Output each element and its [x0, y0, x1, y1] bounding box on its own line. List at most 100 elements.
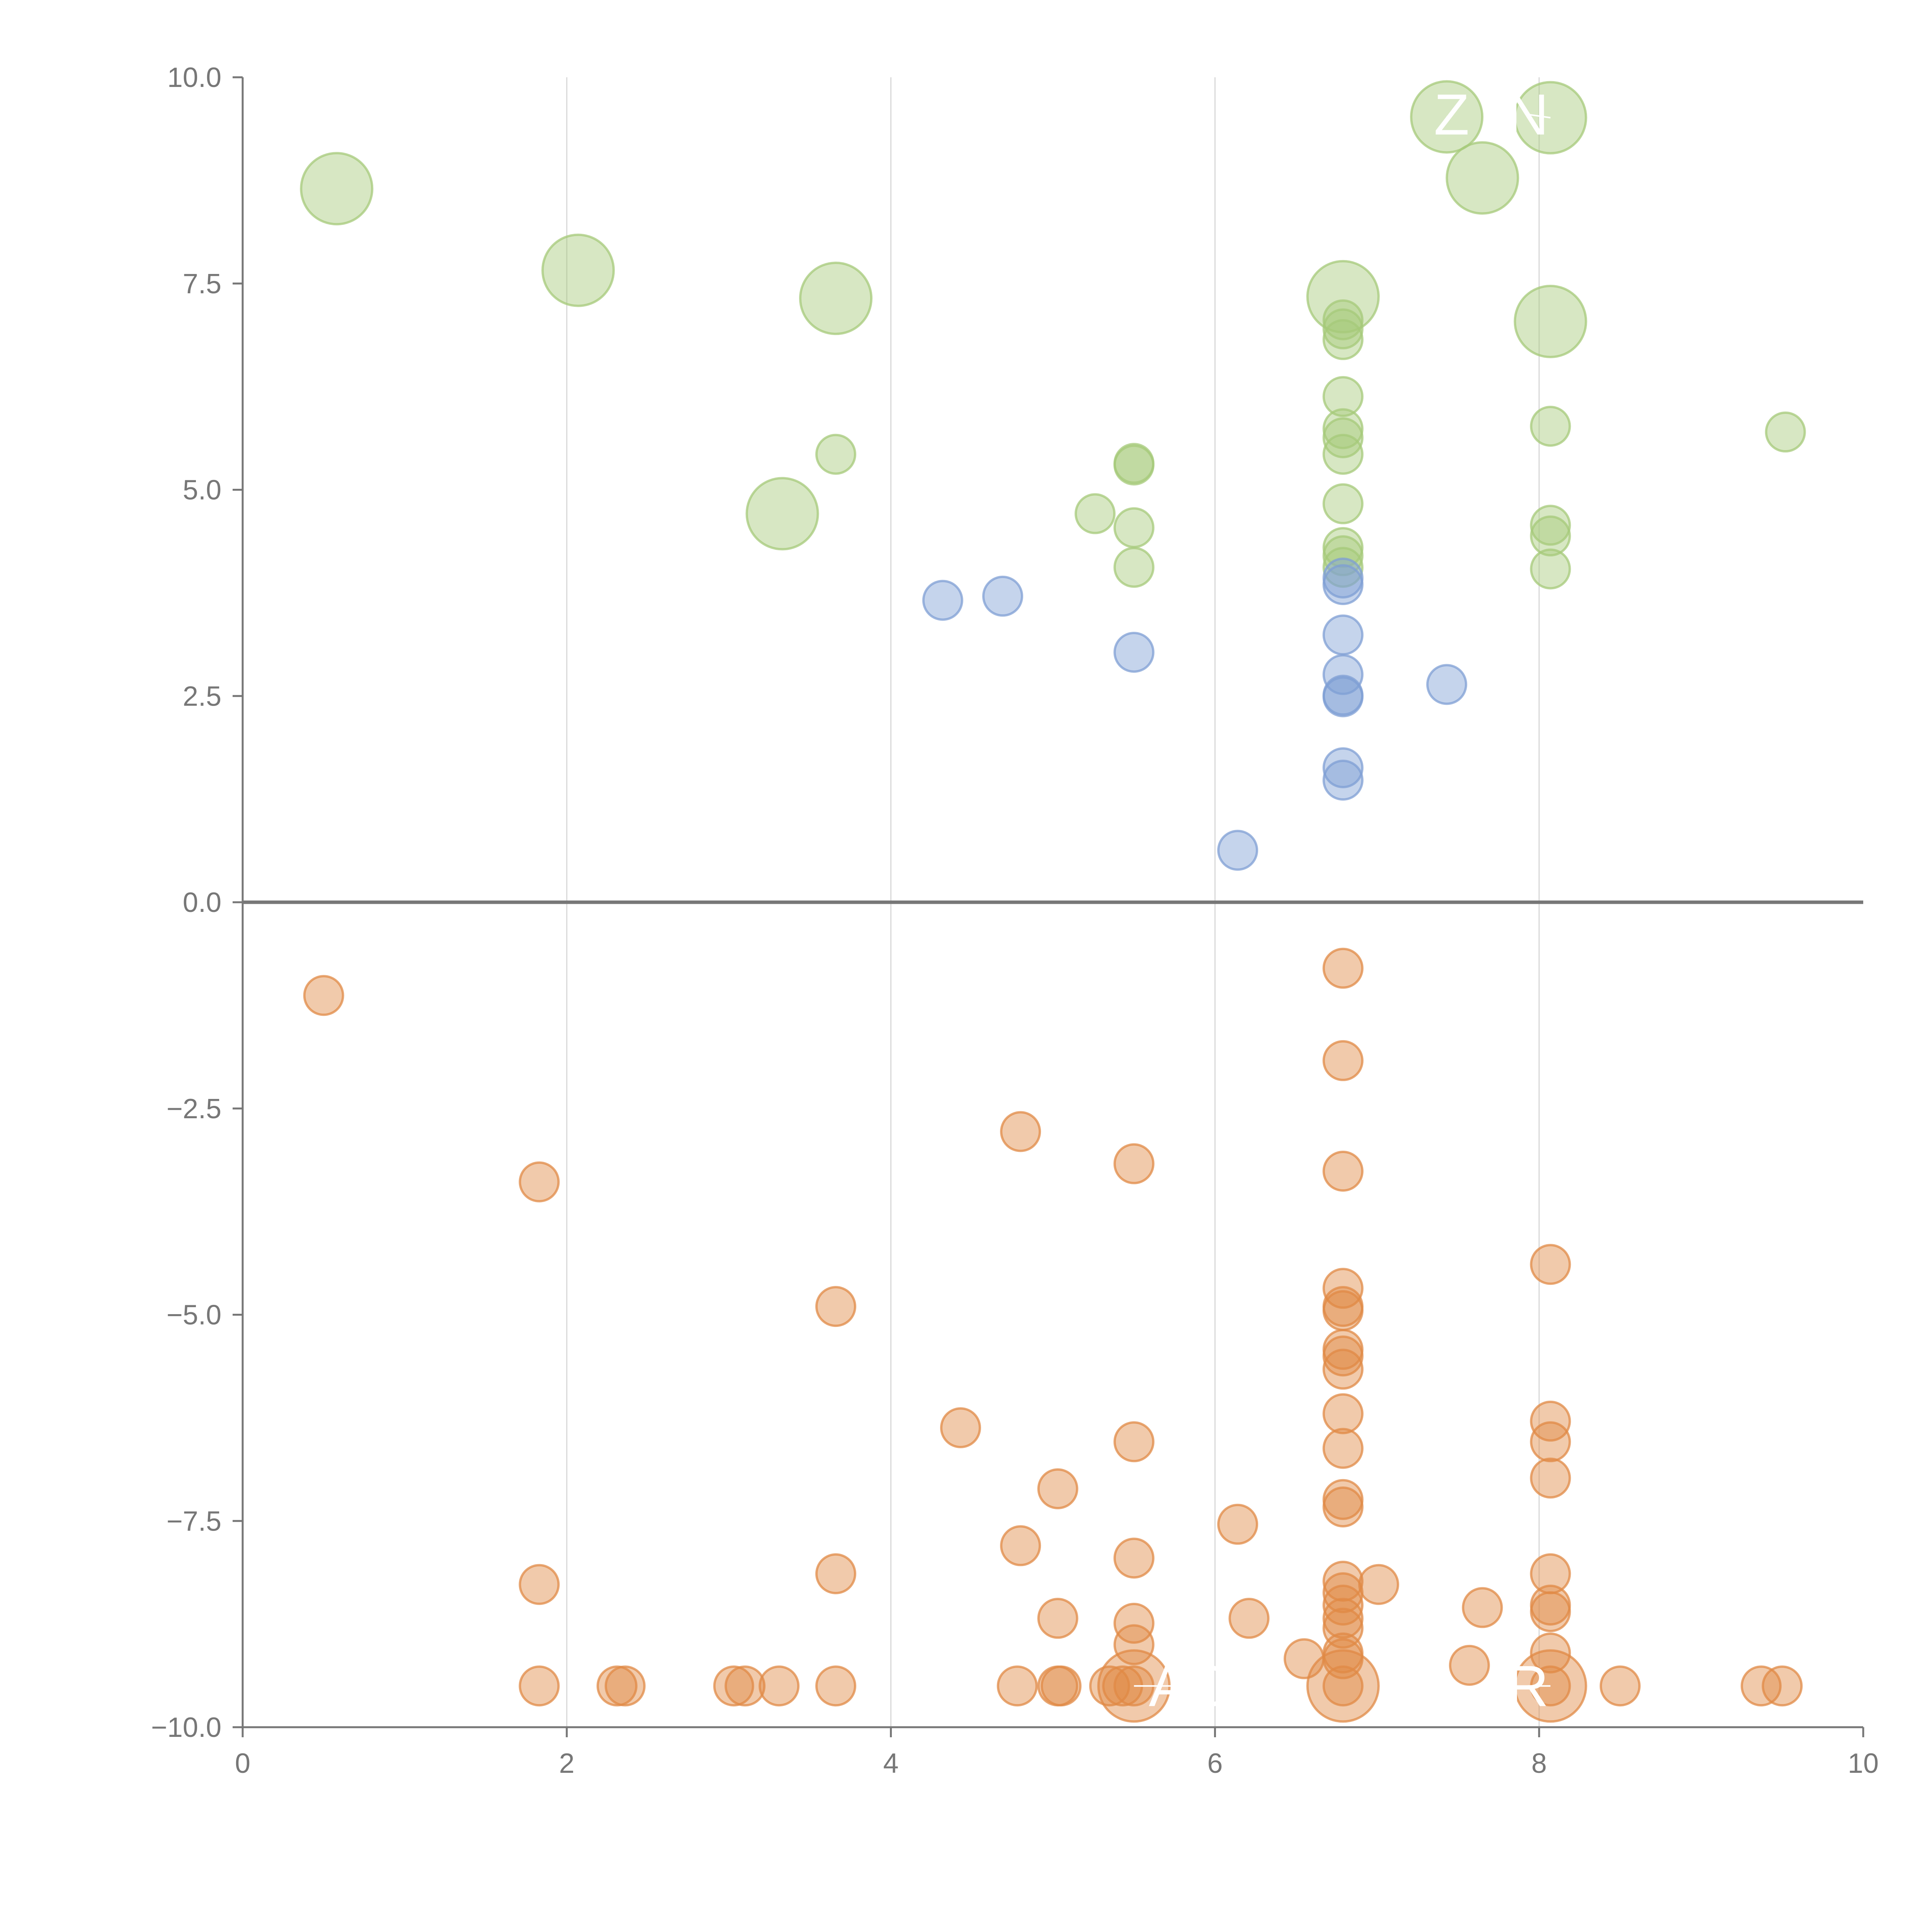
orange-point: [1322, 1393, 1364, 1434]
x-tick-label: 10: [1848, 1748, 1879, 1779]
orange-point: [1322, 1268, 1364, 1309]
orange-point: [1040, 1665, 1082, 1707]
orange-point: [1322, 1585, 1364, 1626]
blue-point: [1322, 614, 1364, 656]
orange-point: [1217, 1503, 1259, 1545]
y-tick-label: −2.5: [167, 1094, 221, 1124]
orange-point: [1322, 1290, 1364, 1331]
orange-point: [1530, 1458, 1571, 1499]
green-point: [1322, 483, 1364, 524]
green-point: [1322, 319, 1364, 360]
point-label: Z: [1434, 82, 1469, 147]
y-tick-label: −10.0: [151, 1712, 221, 1743]
orange-point: [815, 1665, 857, 1707]
blue-point: [1322, 564, 1364, 605]
data-points: [300, 80, 1806, 1723]
green-point: [1322, 547, 1364, 588]
orange-point: [519, 1161, 560, 1202]
annotation-leader: [1446, 114, 1452, 118]
orange-point: [303, 975, 344, 1016]
y-tick-label: 5.0: [183, 475, 221, 506]
x-tick-label: 4: [883, 1748, 899, 1779]
y-tick-label: 0.0: [183, 887, 221, 918]
orange-point: [1037, 1598, 1078, 1639]
x-tick-label: 8: [1531, 1748, 1547, 1779]
orange-point: [1322, 1598, 1364, 1639]
orange-point: [940, 1407, 981, 1448]
blue-point: [1322, 676, 1364, 718]
green-point: [1530, 548, 1571, 590]
green-point: [1530, 406, 1571, 447]
green-point: [1113, 443, 1155, 484]
orange-point: [815, 1286, 857, 1327]
orange-point: [1322, 947, 1364, 989]
green-point: [1514, 284, 1587, 358]
orange-point: [1228, 1598, 1270, 1639]
orange-point: [1322, 1428, 1364, 1469]
orange-point: [1462, 1587, 1503, 1628]
green-point: [1113, 507, 1155, 548]
orange-point: [1599, 1665, 1641, 1707]
orange-point: [1740, 1665, 1782, 1707]
orange-point: [1322, 1486, 1364, 1527]
orange-point: [1113, 1602, 1155, 1644]
orange-point: [1113, 1421, 1155, 1463]
green-point: [745, 477, 819, 551]
orange-point: [724, 1665, 766, 1707]
green-point: [541, 233, 615, 307]
orange-point: [1762, 1665, 1803, 1707]
green-point: [1322, 376, 1364, 417]
axes: 10.0 7.5 5.0 2.5 0.0 −2.5 −5.0 −7.5 −10.0 0 2 4 6 8 10: [151, 62, 1879, 1779]
y-tick-label: −5.0: [167, 1300, 221, 1331]
y-tick-label: 7.5: [183, 269, 221, 299]
blue-point: [922, 580, 963, 621]
orange-point: [1000, 1525, 1041, 1566]
orange-point: [1322, 1607, 1364, 1649]
point-label: AO: [1149, 1653, 1233, 1718]
orange-point: [1322, 1040, 1364, 1081]
green-point: [1446, 141, 1519, 215]
orange-point: [815, 1553, 857, 1594]
green-point: [1322, 434, 1364, 475]
orange-point: [1530, 1244, 1571, 1285]
y-tick-label: 2.5: [183, 681, 221, 712]
blue-point: [1322, 747, 1364, 788]
orange-point: [1322, 1349, 1364, 1390]
orange-point: [1322, 1151, 1364, 1192]
orange-point: [1113, 1624, 1155, 1665]
point-label: N: [1507, 82, 1549, 147]
orange-point: [604, 1665, 646, 1707]
green-point: [1530, 505, 1571, 546]
orange-point: [1322, 1335, 1364, 1377]
orange-point: [1530, 1421, 1571, 1463]
orange-point: [519, 1564, 560, 1605]
x-tick-label: 6: [1207, 1748, 1223, 1779]
orange-point: [1037, 1468, 1078, 1509]
orange-point: [1322, 1665, 1364, 1707]
x-tick-label: 2: [559, 1748, 575, 1779]
orange-point: [519, 1665, 560, 1707]
blue-point: [1113, 632, 1155, 673]
orange-point: [1530, 1591, 1571, 1633]
orange-point: [1113, 1143, 1155, 1184]
green-point: [815, 434, 857, 475]
green-point: [799, 262, 873, 335]
green-point: [1530, 515, 1571, 557]
green-point: [1322, 308, 1364, 350]
x-tick-label: 0: [235, 1748, 250, 1779]
y-tick-label: 10.0: [167, 62, 221, 93]
blue-point: [1426, 664, 1468, 705]
green-point: [300, 152, 374, 226]
blue-point: [1322, 654, 1364, 695]
orange-point: [1000, 1111, 1041, 1152]
green-point: [1765, 412, 1806, 453]
annotation-leader: [1527, 114, 1551, 119]
green-point: [1322, 535, 1364, 577]
orange-point: [1113, 1537, 1155, 1579]
orange-point: [1530, 1632, 1571, 1673]
y-tick-label: −7.5: [167, 1506, 221, 1537]
blue-point: [982, 575, 1023, 617]
orange-point: [997, 1665, 1038, 1707]
point-annotations: Z N AO R: [1134, 82, 1551, 1718]
